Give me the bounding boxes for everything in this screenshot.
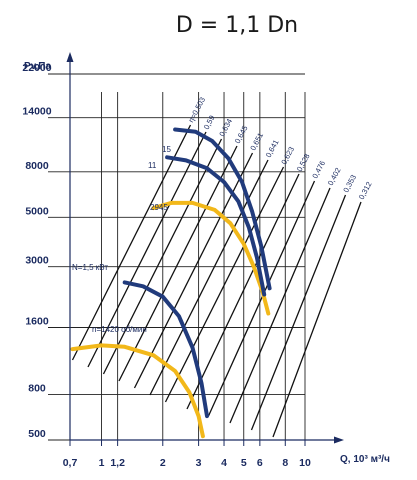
curve-4 (173, 127, 272, 291)
x-tick-label: 8 (282, 457, 288, 469)
curve-label-3: 11 (148, 161, 157, 170)
y-tick-label: 800 (28, 383, 46, 395)
efficiency-label: 0,645 (233, 124, 250, 145)
x-tick-label: 6 (257, 457, 263, 469)
y-axis-title: Pv,Па (24, 61, 51, 72)
y-tick-label: 500 (28, 428, 46, 440)
efficiency-ray-3 (118, 145, 238, 382)
x-tick-label: 5 (241, 457, 247, 469)
efficiency-ray-8 (207, 180, 316, 417)
x-tick-label: 1 (99, 457, 105, 469)
y-axis-arrow (66, 52, 74, 62)
y-tick-label: 8000 (25, 160, 49, 172)
curve-1 (122, 280, 209, 419)
efficiency-label: 0,623 (279, 145, 296, 166)
curve-2 (151, 200, 271, 316)
x-tick-label: 2 (160, 457, 166, 469)
efficiency-label: 0,312 (357, 180, 374, 201)
y-tick-label: 5000 (25, 205, 49, 217)
efficiency-ray-10 (250, 194, 347, 431)
efficiency-ray-6 (164, 166, 285, 403)
curves (70, 127, 272, 439)
axes: Pv,Па Q, 10³ м³/ч (24, 52, 390, 465)
curve-0 (70, 343, 205, 439)
x-tick-label: 0,7 (63, 457, 78, 469)
tick-labels: 500 800 1600 3000 5000 8000 14000 22000 0,7 1 1,2 2… (22, 62, 311, 469)
x-tick-label: 3 (196, 457, 202, 469)
chart-heading: D = 1,1 Dn (176, 13, 298, 38)
efficiency-label: 0,59 (202, 114, 217, 131)
efficiency-ray-9 (229, 187, 331, 424)
efficiency-label: 0,476 (310, 159, 327, 180)
efficiency-label: 0,651 (248, 131, 265, 152)
efficiency-label: 0,402 (326, 166, 343, 187)
x-tick-label: 10 (299, 457, 311, 469)
curve-label-1: N=1,5 кВт (72, 263, 108, 272)
efficiency-ray-0 (71, 124, 192, 361)
efficiency-ray-1 (87, 131, 207, 368)
efficiency-label: 0,634 (217, 117, 234, 138)
curve-label-2: 2945 (150, 203, 168, 212)
y-tick-label: 14000 (22, 106, 51, 118)
efficiency-ray-2 (102, 138, 223, 375)
x-tick-label: 4 (221, 457, 227, 469)
efficiency-label: η=0,503 (186, 96, 207, 124)
efficiency-ray-11 (272, 201, 362, 438)
efficiency-label: 0,353 (341, 173, 358, 194)
y-tick-label: 1600 (25, 316, 49, 328)
y-tick-label: 3000 (25, 255, 49, 267)
efficiency-ray-7 (186, 173, 300, 410)
x-tick-label: 1,2 (110, 457, 125, 469)
efficiency-label: 0,641 (264, 138, 281, 159)
efficiency-label: 0,528 (295, 152, 312, 173)
x-axis-title: Q, 10³ м³/ч (340, 454, 390, 465)
curve-label-0: n=1420 об/мин (92, 325, 147, 334)
efficiency-rays (71, 124, 362, 438)
curve-3 (165, 155, 267, 297)
y-tick-label: 22000 (22, 62, 51, 74)
curve-label-4: 15 (162, 145, 171, 154)
x-axis-arrow (334, 436, 344, 444)
